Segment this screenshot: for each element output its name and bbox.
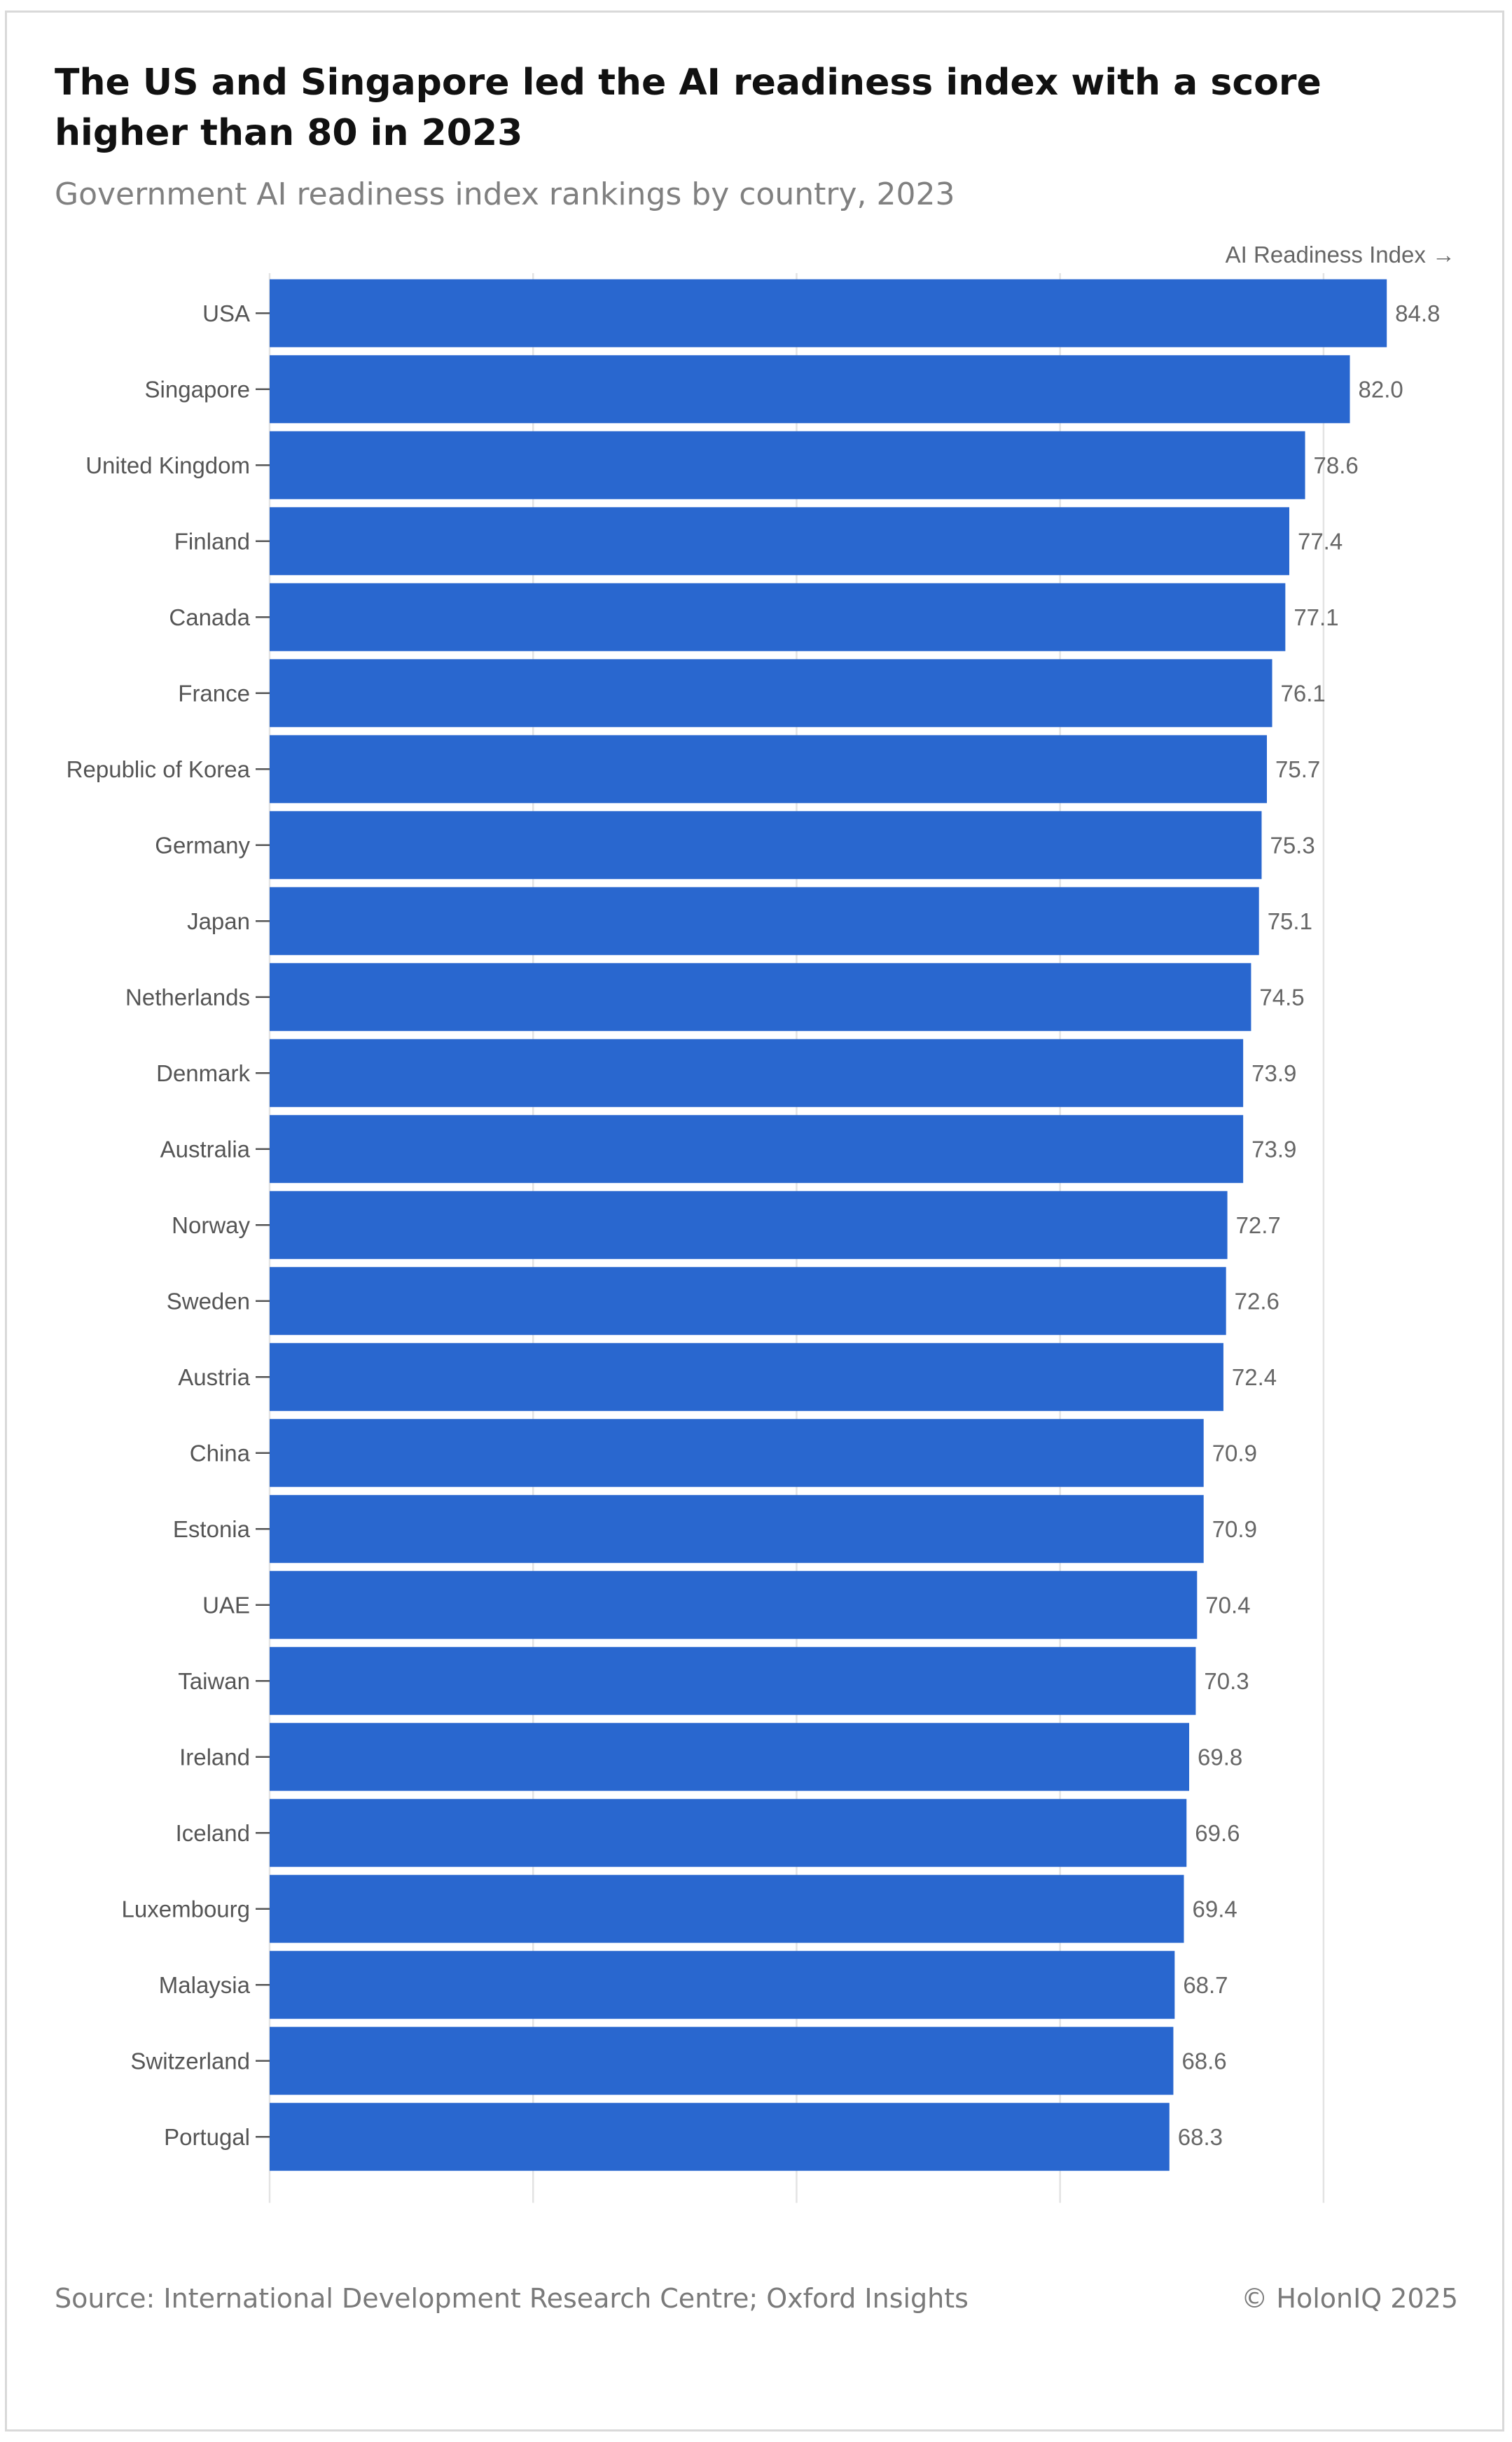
value-label: 70.3 [1204,1668,1249,1694]
bar [270,2102,1170,2171]
category-label: Canada [169,604,250,630]
value-label: 73.9 [1251,1136,1296,1162]
category-label: Taiwan [178,1668,250,1694]
category-label: USA [202,300,250,326]
value-label: 75.7 [1275,756,1320,782]
category-label: Australia [160,1136,251,1162]
value-label: 68.7 [1183,1972,1228,1998]
bar [270,1343,1223,1411]
category-label: Ireland [179,1744,250,1770]
category-label: Luxembourg [122,1896,250,1922]
category-label: Denmark [156,1060,250,1086]
bar [270,1646,1196,1715]
value-label: 69.4 [1192,1896,1237,1922]
category-label: Portugal [164,2124,250,2150]
bar [270,279,1387,347]
value-label: 72.7 [1236,1212,1281,1238]
bar [270,431,1305,499]
value-label: 82.0 [1359,376,1403,402]
bar [270,1115,1244,1184]
category-ticks [256,312,270,2138]
bar [270,659,1272,728]
bar [270,1723,1190,1791]
value-label: 77.1 [1293,604,1338,630]
value-labels: 84.8 82.0 78.6 77.4 77.1 76.1 75.7 75.3 75.1 74.5… [1178,300,1441,2150]
category-label: Singapore [145,376,250,402]
bars [270,279,1387,2171]
value-label: 69.8 [1198,1744,1242,1770]
bar [270,1191,1228,1259]
value-label: 72.4 [1232,1364,1277,1390]
bar [270,963,1251,1032]
category-label: Iceland [176,1820,250,1846]
bar [270,1494,1204,1563]
chart-subtitle: Government AI readiness index rankings b… [55,176,955,212]
category-label: Switzerland [130,2048,250,2074]
category-label: Norway [172,1212,250,1238]
category-label: Sweden [167,1288,250,1314]
category-label: France [178,680,250,706]
bar [270,2027,1174,2095]
bar [270,1039,1244,1107]
category-label: United Kingdom [85,452,250,478]
category-label: Malaysia [159,1972,251,1998]
bar [270,1950,1175,2019]
value-label: 68.6 [1181,2048,1226,2074]
value-label: 75.3 [1270,832,1315,858]
value-label: 72.6 [1235,1288,1279,1314]
category-label: UAE [202,1592,250,1618]
bar [270,583,1286,651]
source-note: Source: International Development Resear… [55,2283,969,2314]
value-label: 70.4 [1205,1592,1250,1618]
bar [270,735,1268,803]
category-label: Republic of Korea [67,756,251,782]
value-label: 73.9 [1251,1060,1296,1086]
value-label: 78.6 [1314,452,1359,478]
value-label: 69.6 [1195,1820,1240,1846]
bar [270,1798,1187,1867]
category-label: China [190,1440,251,1466]
bar [270,1875,1184,1943]
category-label: Finland [174,528,250,554]
value-label: 84.8 [1395,300,1440,326]
bar [270,1419,1204,1487]
bar [270,1267,1226,1336]
bar [270,1571,1198,1639]
value-label: 70.9 [1212,1516,1257,1542]
copyright-note: © HolonIQ 2025 [1241,2283,1458,2314]
bar [270,507,1289,576]
value-label: 75.1 [1268,908,1312,934]
value-label: 70.9 [1212,1440,1257,1466]
category-labels: USA Singapore United Kingdom Finland Canada F… [67,300,251,2150]
category-label: Germany [155,832,250,858]
x-axis-label: AI Readiness Index → [1226,242,1455,268]
value-label: 74.5 [1259,984,1304,1010]
bar [270,811,1262,880]
value-label: 76.1 [1281,680,1326,706]
category-label: Japan [187,908,250,934]
value-label: 77.4 [1298,528,1343,554]
value-label: 68.3 [1178,2124,1223,2150]
category-label: Austria [178,1364,250,1390]
chart-title: The US and Singapore led the AI readines… [55,62,1322,154]
bar [270,887,1259,955]
bar [270,355,1350,424]
category-label: Estonia [173,1516,251,1542]
category-label: Netherlands [125,984,250,1010]
